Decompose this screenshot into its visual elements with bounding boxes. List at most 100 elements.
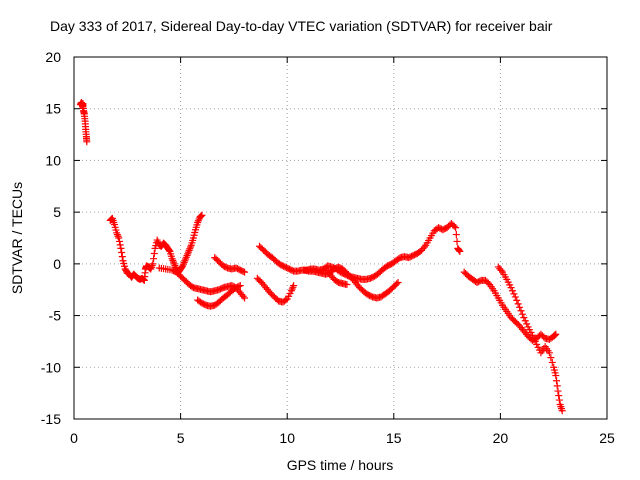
series-s8 [300, 263, 402, 302]
data-point [507, 284, 515, 292]
data-point [452, 224, 460, 232]
y-tick-label: 20 [45, 49, 61, 65]
data-point [394, 278, 402, 286]
data-point [393, 280, 401, 288]
series-s3 [155, 264, 249, 302]
data-point [287, 287, 295, 295]
data-point [241, 294, 249, 302]
series-s6 [255, 220, 464, 283]
series-s1 [76, 99, 91, 146]
chart-title: Day 333 of 2017, Sidereal Day-to-day VTE… [50, 18, 553, 34]
data-point [343, 281, 351, 289]
data-point [514, 300, 522, 308]
data-point [553, 382, 561, 390]
data-point [547, 354, 555, 362]
data-point [115, 234, 123, 242]
series-s7 [253, 274, 298, 306]
data-point [169, 258, 177, 266]
data-point [113, 231, 121, 239]
data-point [497, 266, 505, 274]
data-point [197, 212, 205, 220]
data-point [83, 138, 91, 146]
data-point [184, 248, 192, 256]
data-point [165, 246, 173, 254]
data-point [455, 246, 463, 254]
data-point [235, 282, 243, 290]
data-point [545, 349, 553, 357]
data-point [118, 248, 126, 256]
data-point [282, 296, 290, 304]
data-point [115, 237, 123, 245]
data-point [180, 258, 188, 266]
data-point [194, 218, 202, 226]
data-point [183, 252, 191, 260]
data-point [289, 283, 297, 291]
data-point [154, 238, 162, 246]
data-point [241, 268, 249, 276]
data-point [552, 330, 560, 338]
y-tick-label: -10 [41, 359, 61, 375]
data-point [181, 257, 189, 265]
data-point [288, 285, 296, 293]
data-point [153, 236, 161, 244]
data-point [179, 262, 187, 270]
x-tick-label: 10 [279, 430, 295, 446]
data-point [531, 337, 539, 345]
series-s2 [106, 211, 206, 284]
data-point [508, 287, 516, 295]
data-point [552, 372, 560, 380]
x-tick-label: 20 [493, 430, 509, 446]
data-point [168, 255, 176, 263]
data-point [148, 262, 156, 270]
series-s4 [194, 282, 244, 310]
data-point [555, 392, 563, 400]
data-point [513, 296, 521, 304]
data-point [140, 276, 148, 284]
data-point [516, 303, 524, 311]
x-tick-label: 15 [386, 430, 402, 446]
data-point [182, 255, 190, 263]
y-tick-label: 5 [53, 204, 61, 220]
data-point [528, 331, 536, 339]
data-point [150, 255, 158, 263]
y-tick-label: 0 [53, 256, 61, 272]
data-point [150, 250, 158, 258]
data-point [184, 250, 192, 258]
data-point [553, 377, 561, 385]
data-point [114, 232, 122, 240]
data-point [548, 358, 556, 366]
data-point [187, 243, 195, 251]
data-point [171, 262, 179, 270]
x-tick-label: 25 [599, 430, 615, 446]
data-point [236, 282, 244, 290]
x-tick-label: 0 [70, 430, 78, 446]
data-point [170, 260, 178, 268]
data-point [518, 310, 526, 318]
data-point [117, 244, 125, 252]
series-s11 [494, 263, 566, 415]
data-point [116, 241, 124, 249]
plot-frame [73, 56, 608, 420]
x-tick-label: 5 [177, 430, 185, 446]
x-axis-label: GPS time / hours [286, 457, 394, 473]
data-point [118, 253, 126, 261]
data-point [453, 237, 461, 245]
data-point [186, 245, 194, 253]
y-tick-label: 10 [45, 152, 61, 168]
y-tick-label: -5 [49, 308, 62, 324]
data-point [523, 320, 531, 328]
series-s5 [211, 254, 249, 276]
data-point [196, 213, 204, 221]
data-point [290, 282, 298, 290]
data-point [558, 407, 566, 415]
data-point [511, 293, 519, 301]
data-point [198, 211, 206, 219]
y-tick-label: -15 [41, 411, 61, 427]
y-tick-label: 15 [45, 101, 61, 117]
data-point [239, 292, 247, 300]
data-point [147, 263, 155, 271]
data-point [555, 396, 563, 404]
data-point [420, 243, 428, 251]
data-point [510, 290, 518, 298]
